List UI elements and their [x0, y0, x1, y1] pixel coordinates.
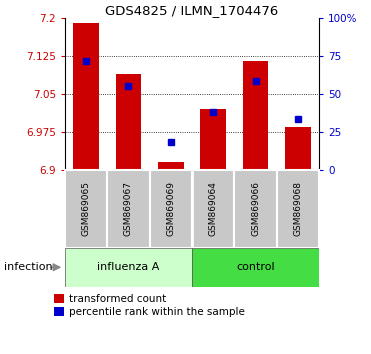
- Bar: [243, 61, 268, 170]
- Bar: [192, 170, 234, 248]
- Bar: [192, 248, 319, 287]
- Bar: [107, 170, 150, 248]
- Text: GSM869066: GSM869066: [251, 181, 260, 236]
- Bar: [116, 74, 141, 170]
- Text: GSM869069: GSM869069: [166, 181, 175, 236]
- Bar: [234, 170, 277, 248]
- Text: control: control: [236, 262, 275, 272]
- Text: GSM869067: GSM869067: [124, 181, 133, 236]
- Bar: [73, 23, 99, 170]
- Text: GSM869068: GSM869068: [293, 181, 302, 236]
- Legend: transformed count, percentile rank within the sample: transformed count, percentile rank withi…: [52, 292, 247, 319]
- Text: GSM869065: GSM869065: [82, 181, 91, 236]
- Bar: [277, 170, 319, 248]
- Bar: [158, 162, 184, 170]
- Title: GDS4825 / ILMN_1704476: GDS4825 / ILMN_1704476: [105, 4, 279, 17]
- Bar: [150, 170, 192, 248]
- Bar: [65, 248, 192, 287]
- Text: influenza A: influenza A: [97, 262, 160, 272]
- Bar: [200, 109, 226, 170]
- Text: infection: infection: [4, 262, 52, 272]
- Bar: [285, 127, 311, 170]
- Bar: [65, 170, 107, 248]
- Text: GSM869064: GSM869064: [209, 181, 218, 236]
